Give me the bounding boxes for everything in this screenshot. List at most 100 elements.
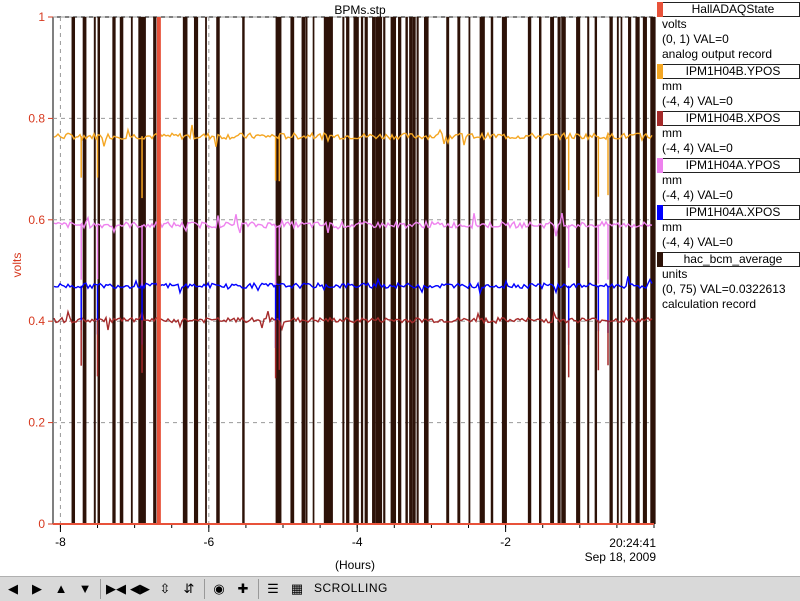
series-hac-bcm-spike <box>360 17 364 524</box>
series-hac-bcm-spike <box>550 17 555 524</box>
legend-series-label: IPM1H04A.YPOS <box>685 158 781 172</box>
series-hac-bcm-spike <box>275 17 280 524</box>
series-hac-bcm-spike <box>616 17 619 524</box>
toolbar-divider <box>258 579 259 599</box>
series-ipm1h04b-ypos-line <box>53 124 653 147</box>
legend-series-name: IPM1H04A.XPOS <box>657 205 800 220</box>
down-arrow-icon[interactable]: ▼ <box>76 580 94 598</box>
series-hac-bcm-spike <box>527 17 532 524</box>
series-hac-bcm-spike <box>557 17 561 524</box>
x-tick-label: -8 <box>55 535 66 549</box>
y-tick-label: 0 <box>38 517 45 531</box>
series-hac-bcm-spike <box>82 17 87 524</box>
legend-detail-line: (-4, 4) VAL=0 <box>662 94 733 108</box>
series-hac-bcm-spike <box>405 17 408 524</box>
series-hac-bcm-spike <box>561 17 566 524</box>
zoom-out-horizontal-icon[interactable]: ◀▶ <box>130 580 150 598</box>
legend-entry[interactable]: hac_bcm_average units (0, 75) VAL=0.032261… <box>656 252 800 312</box>
autoscale-icon[interactable]: ◉ <box>210 580 228 598</box>
legend-entry[interactable]: HallADAQState volts (0, 1) VAL=0 analog out… <box>656 2 800 62</box>
series-hac-bcm-spike <box>290 17 295 524</box>
series-hac-bcm-spike <box>501 17 507 524</box>
series-hac-bcm-spike <box>138 17 144 524</box>
legend-detail-line: mm <box>662 220 682 234</box>
series-hac-bcm-spike <box>112 17 116 524</box>
series-hac-bcm-spike <box>587 17 590 524</box>
series-hac-bcm-spike <box>375 17 380 524</box>
series-hac-bcm-spike <box>301 17 306 524</box>
up-arrow-icon[interactable]: ▲ <box>52 580 70 598</box>
add-icon[interactable]: ✚ <box>234 580 252 598</box>
legend-detail-line: (0, 75) VAL=0.0322613 <box>662 282 786 296</box>
legend-entry[interactable]: IPM1H04A.YPOS mm (-4, 4) VAL=0 <box>656 158 800 203</box>
legend-color-swatch <box>657 158 663 173</box>
x-tick-label: -6 <box>203 535 214 549</box>
series-hac-bcm-spike <box>182 17 188 524</box>
series-hac-bcm-spike <box>576 17 581 524</box>
legend-detail-line: analog output record <box>662 47 773 61</box>
chart-options-icon[interactable]: ▦ <box>288 580 306 598</box>
series-hac-bcm-spike <box>379 17 383 524</box>
series-hac-bcm-spike <box>342 17 345 524</box>
legend-detail-line: volts <box>662 17 687 31</box>
legend-series-label: IPM1H04B.YPOS <box>685 64 781 78</box>
legend-series-label: hac_bcm_average <box>683 252 783 266</box>
zoom-in-vertical-icon[interactable]: ⇳ <box>156 580 174 598</box>
legend-color-swatch <box>657 2 663 17</box>
series-hac-bcm-spike <box>119 17 124 524</box>
legend-series-label: HallADAQState <box>691 2 775 16</box>
series-hac-bcm-spike <box>490 17 494 524</box>
legend-series-name: IPM1H04B.XPOS <box>657 111 800 126</box>
toolbar-divider <box>100 579 101 599</box>
zoom-in-horizontal-icon[interactable]: ▶◀ <box>106 580 126 598</box>
legend-series-name: HallADAQState <box>657 2 800 17</box>
series-ipm1h04a-ypos-line <box>53 212 653 237</box>
series-hac-bcm-spike <box>457 17 461 524</box>
series-hac-bcm-spike <box>327 17 333 524</box>
y-tick-label: 0.6 <box>28 213 45 227</box>
legend-series-name: hac_bcm_average <box>657 252 800 267</box>
series-hac-bcm-spike <box>205 17 207 524</box>
legend-series-name: IPM1H04A.YPOS <box>657 158 800 173</box>
series-hac-bcm-spike <box>412 17 416 524</box>
x-axis-label: (Hours) <box>334 558 375 572</box>
series-hac-bcm-spike <box>364 17 368 524</box>
zoom-out-vertical-icon[interactable]: ⇵ <box>180 580 198 598</box>
series-hac-bcm-spike <box>71 17 76 524</box>
y-tick-label: 0.4 <box>28 314 45 328</box>
plot-area[interactable]: 0 0.2 0.4 0.6 0.8 1 -8 -6 -4 -2 <box>0 0 800 576</box>
series-hac-bcm-spike <box>323 17 330 524</box>
current-time: 20:24:41 <box>609 536 656 550</box>
series-hac-bcm-spike <box>594 17 598 524</box>
series-hac-bcm-spike <box>416 17 419 524</box>
legend-detail-line: mm <box>662 79 682 93</box>
series-hac-bcm-spike <box>446 17 450 524</box>
series-hac-bcm-spike <box>468 17 471 524</box>
legend-series-name: IPM1H04B.YPOS <box>657 64 800 79</box>
current-date: Sep 18, 2009 <box>584 550 656 564</box>
config-icon[interactable]: ☰ <box>264 580 282 598</box>
toolbar-divider <box>204 579 205 599</box>
legend-entry[interactable]: IPM1H04B.XPOS mm (-4, 4) VAL=0 <box>656 111 800 156</box>
series-hac-bcm-spike <box>279 17 282 524</box>
y-tick-label: 1 <box>38 10 45 24</box>
right-arrow-icon[interactable]: ▶ <box>28 580 46 598</box>
legend-color-swatch <box>657 64 663 79</box>
legend-detail-line: (-4, 4) VAL=0 <box>662 141 733 155</box>
legend-detail-line: units <box>662 267 688 281</box>
legend-detail-line: calculation record <box>662 297 757 311</box>
left-arrow-icon[interactable]: ◀ <box>4 580 22 598</box>
series-hac-bcm-spike <box>635 17 640 524</box>
series-ipm1h04a-xpos-line <box>53 276 653 296</box>
series-hac-bcm-spike <box>538 17 542 524</box>
legend-detail-line: (-4, 4) VAL=0 <box>662 235 733 249</box>
series-hac-bcm-spike <box>620 17 623 524</box>
series-hac-bcm-spike <box>305 17 308 524</box>
legend-series-label: IPM1H04B.XPOS <box>685 111 781 125</box>
x-tick-label: -4 <box>352 535 363 549</box>
legend-detail-line: mm <box>662 173 682 187</box>
series-hac-bcm-spike <box>346 17 350 524</box>
series-hac-bcm-spike <box>479 17 485 524</box>
legend-entry[interactable]: IPM1H04A.XPOS mm (-4, 4) VAL=0 <box>656 205 800 250</box>
legend-entry[interactable]: IPM1H04B.YPOS mm (-4, 4) VAL=0 <box>656 64 800 109</box>
